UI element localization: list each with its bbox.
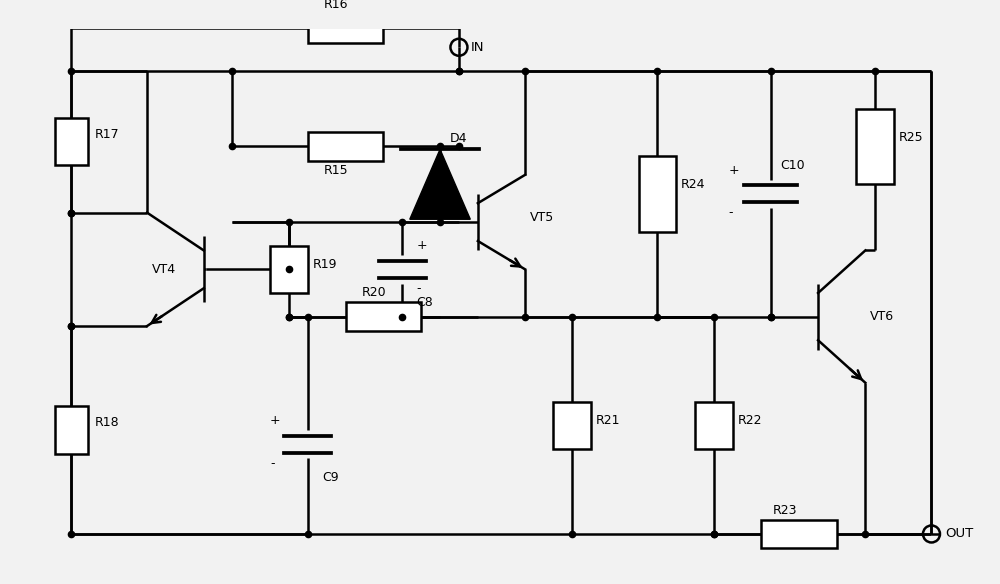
Text: -: -	[270, 457, 274, 470]
Text: R22: R22	[738, 414, 762, 427]
Bar	[308, 14, 383, 43]
Polygon shape	[410, 150, 470, 219]
Text: +: +	[728, 164, 739, 176]
Text: R16: R16	[324, 0, 348, 11]
Bar	[695, 402, 733, 449]
Text: C9: C9	[322, 471, 339, 484]
Text: +: +	[416, 239, 427, 252]
Text: R15: R15	[324, 164, 348, 176]
Text: R21: R21	[596, 414, 620, 427]
Bar	[553, 402, 591, 449]
Text: VT4: VT4	[152, 263, 176, 276]
Text: D4: D4	[449, 133, 467, 145]
Text: VT6: VT6	[870, 310, 894, 323]
Bar	[856, 109, 894, 185]
Bar	[55, 406, 88, 454]
Text: R17: R17	[95, 128, 120, 141]
Text: R18: R18	[95, 416, 120, 429]
Text: VT5: VT5	[530, 211, 554, 224]
Text: R25: R25	[898, 131, 923, 144]
Text: IN: IN	[470, 41, 484, 54]
Text: R24: R24	[681, 178, 706, 191]
Text: +: +	[270, 414, 281, 427]
Bar	[270, 246, 308, 293]
Text: R20: R20	[362, 287, 386, 300]
Text: C10: C10	[780, 159, 805, 172]
Bar	[346, 303, 421, 331]
Text: R23: R23	[773, 504, 797, 517]
Text: OUT: OUT	[946, 527, 974, 540]
Text: -: -	[728, 206, 733, 219]
Text: R19: R19	[312, 258, 337, 271]
Bar	[639, 156, 676, 231]
Bar	[308, 133, 383, 161]
Text: -: -	[416, 281, 421, 295]
Text: C8: C8	[416, 296, 433, 309]
Bar	[761, 520, 837, 548]
Bar	[55, 118, 88, 165]
